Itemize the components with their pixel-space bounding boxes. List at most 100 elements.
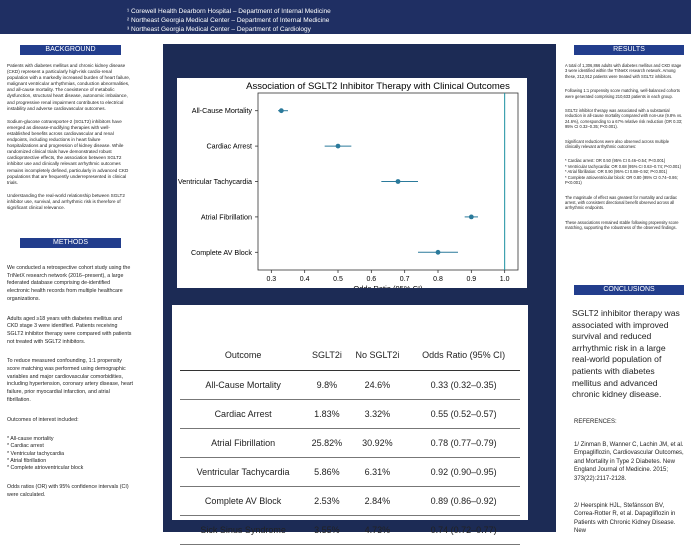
- finding-list: * Cardiac arrest: OR 0.50 (95% CI 0.46–0…: [565, 158, 683, 185]
- point-estimate: [435, 249, 441, 255]
- table-cell: 0.55 (0.52–0.57): [407, 399, 520, 429]
- header-cell: Odds Ratio (95% CI): [407, 340, 520, 371]
- x-tick-label: 0.5: [333, 276, 343, 283]
- table-cell: 0.89 (0.86–0.92): [407, 486, 520, 516]
- affiliation: ¹ Corewell Health Dearborn Hospital – De…: [127, 8, 331, 15]
- x-tick-label: 0.3: [266, 276, 276, 283]
- table-cell: Atrial Fibrillation: [180, 428, 307, 458]
- table-cell: Sick Sinus Syndrome: [180, 515, 307, 545]
- table-cell: 2.84%: [347, 486, 408, 516]
- x-tick-label: 0.7: [400, 276, 410, 283]
- list-item: * Complete atrioventricular block: OR 0.…: [565, 174, 678, 186]
- y-tick-label: Ventricular Tachycardia: [178, 177, 252, 186]
- list-item: * Complete atrioventricular block: [7, 465, 84, 472]
- x-axis-label: Odds Ratio (95% CI): [353, 284, 423, 288]
- list-item: * All-cause mortality: [7, 436, 54, 443]
- reference: 2/ Heerspink HJL, Stefánsson BV, Correa-…: [574, 503, 676, 532]
- section-title: CONCLUSIONS: [574, 285, 684, 295]
- point-estimate: [278, 108, 284, 114]
- header-row: Outcome SGLT2i No SGLT2i Odds Ratio (95% CI…: [180, 340, 520, 371]
- header-cell: No SGLT2i: [347, 340, 408, 371]
- section-title: METHODS: [20, 238, 121, 248]
- table-row: Cardiac Arrest 1.83% 3.32% 0.55 (0.52–0.57): [180, 399, 520, 429]
- table-cell: 1.83%: [306, 399, 348, 429]
- table-cell: 0.78 (0.77–0.79): [407, 428, 520, 458]
- table-row: Atrial Fibrillation 25.82% 30.92% 0.78 (0.7…: [180, 428, 520, 458]
- table-cell: 30.92%: [347, 428, 408, 458]
- reference: 1/ Zinman B, Wanner C, Lachin JM, et al.…: [574, 442, 684, 482]
- y-tick-label: Complete AV Block: [191, 248, 252, 257]
- table-cell: 24.6%: [347, 370, 408, 400]
- results-text: A total of 1,306,866 adults with diabete…: [565, 63, 683, 238]
- x-tick-label: 0.8: [433, 276, 443, 283]
- conclusion-text: SGLT2 inhibitor therapy was associated w…: [572, 308, 680, 400]
- table-wrap: Outcome SGLT2i No SGLT2i Odds Ratio (95% CI…: [180, 340, 520, 545]
- paragraph: Patients with diabetes mellitus and chro…: [7, 63, 131, 111]
- header-cell: SGLT2i: [306, 340, 348, 371]
- section-title: RESULTS: [574, 45, 684, 55]
- table-cell: 6.31%: [347, 457, 408, 487]
- paragraph: To reduce measured confounding, 1:1 prop…: [7, 358, 134, 403]
- point-estimate: [335, 143, 341, 149]
- table-row: Sick Sinus Syndrome 3.55% 4.73% 0.74 (0.72–…: [180, 515, 520, 545]
- x-tick-label: 0.9: [466, 276, 476, 283]
- point-estimate: [395, 179, 401, 184]
- list-item: * Ventricular tachycardia: [7, 450, 65, 457]
- list-item: * Cardiac arrest: [7, 443, 44, 450]
- outcome-list: * All-cause mortality * Cardiac arrest *…: [7, 436, 134, 472]
- list-item: * Atrial fibrillation: [7, 457, 47, 464]
- chart-title: Association of SGLT2 Inhibitor Therapy w…: [246, 81, 510, 92]
- paragraph: Sodium-glucose cotransporter-2 (SGLT2) i…: [7, 118, 129, 185]
- table-cell: 3.32%: [347, 399, 408, 429]
- paragraph: Following 1:1 propensity score matching,…: [565, 88, 680, 99]
- table-cell: 9.8%: [306, 370, 348, 400]
- y-tick-label: Atrial Fibrillation: [201, 212, 252, 221]
- paragraph: Odds ratios (OR) with 95% confidence int…: [7, 484, 129, 498]
- affiliations: ¹ Corewell Health Dearborn Hospital – De…: [127, 7, 331, 34]
- chart-card: Association of SGLT2 Inhibitor Therapy w…: [177, 78, 527, 293]
- table-cell: Ventricular Tachycardia: [180, 457, 307, 487]
- section-title: BACKGROUND: [20, 45, 121, 55]
- list-item: * Atrial fibrillation: OR 0.90 (95% CI 0…: [565, 169, 668, 175]
- paragraph: Significant reductions were also observe…: [565, 138, 669, 150]
- paragraph: These associations remained stable follo…: [565, 219, 679, 231]
- table-cell: 0.92 (0.90–0.95): [407, 457, 520, 487]
- paragraph: We conducted a retrospective cohort stud…: [7, 265, 131, 302]
- list-item: * Ventricular tachycardia: OR 0.68 (95% …: [565, 163, 681, 169]
- y-tick-label: Cardiac Arrest: [206, 142, 252, 151]
- x-tick-label: 0.6: [366, 276, 376, 283]
- paragraph: Adults aged ≥18 years with diabetes mell…: [7, 315, 132, 345]
- table-cell: 25.82%: [306, 428, 348, 458]
- table-cell: 4.73%: [347, 515, 408, 545]
- table-card: Outcome SGLT2i No SGLT2i Odds Ratio (95% CI…: [172, 305, 528, 545]
- table-cell: 0.74 (0.72–0.77): [407, 515, 520, 545]
- affiliation: ³ Northeast Georgia Medical Center – Dep…: [127, 26, 311, 33]
- paragraph: Outcomes of interest included:: [7, 416, 79, 423]
- paragraph: A total of 1,306,866 adults with diabete…: [565, 63, 682, 79]
- x-tick-label: 0.4: [300, 276, 310, 283]
- table-row: All-Cause Mortality 9.8% 24.6% 0.33 (0.32–0…: [180, 370, 520, 400]
- point-estimate: [468, 214, 474, 220]
- results-table: Outcome SGLT2i No SGLT2i Odds Ratio (95% CI…: [180, 340, 520, 545]
- forest-plot: Association of SGLT2 Inhibitor Therapy w…: [178, 81, 519, 293]
- table-cell: 5.86%: [306, 457, 348, 487]
- affiliation: ² Northeast Georgia Medical Center – Dep…: [127, 17, 330, 24]
- table-cell: 2.53%: [306, 486, 348, 516]
- y-tick-label: All-Cause Mortality: [192, 106, 253, 115]
- header-cell: Outcome: [180, 340, 307, 371]
- methods-text: We conducted a retrospective cohort stud…: [7, 265, 134, 507]
- paragraph: SGLT2 inhibitor therapy was associated w…: [565, 108, 683, 130]
- table-cell: 3.55%: [306, 515, 348, 545]
- table-cell: Cardiac Arrest: [180, 399, 307, 429]
- table-cell: All-Cause Mortality: [180, 370, 307, 400]
- table-row: Complete AV Block 2.53% 2.84% 0.89 (0.86–0.…: [180, 486, 520, 516]
- background-text: Patients with diabetes mellitus and chro…: [7, 63, 131, 218]
- references-title: REFERENCES:: [574, 419, 617, 425]
- x-tick-label: 1.0: [500, 276, 510, 283]
- paragraph: The magnitude of effect was greatest for…: [565, 194, 678, 211]
- list-item: * Cardiac arrest: OR 0.50 (95% CI 0.46–0…: [565, 158, 666, 164]
- paragraph: Understanding the real-world relationshi…: [7, 192, 125, 210]
- table-cell: 0.33 (0.32–0.35): [407, 370, 520, 400]
- table-row: Ventricular Tachycardia 5.86% 6.31% 0.92 (0…: [180, 457, 520, 487]
